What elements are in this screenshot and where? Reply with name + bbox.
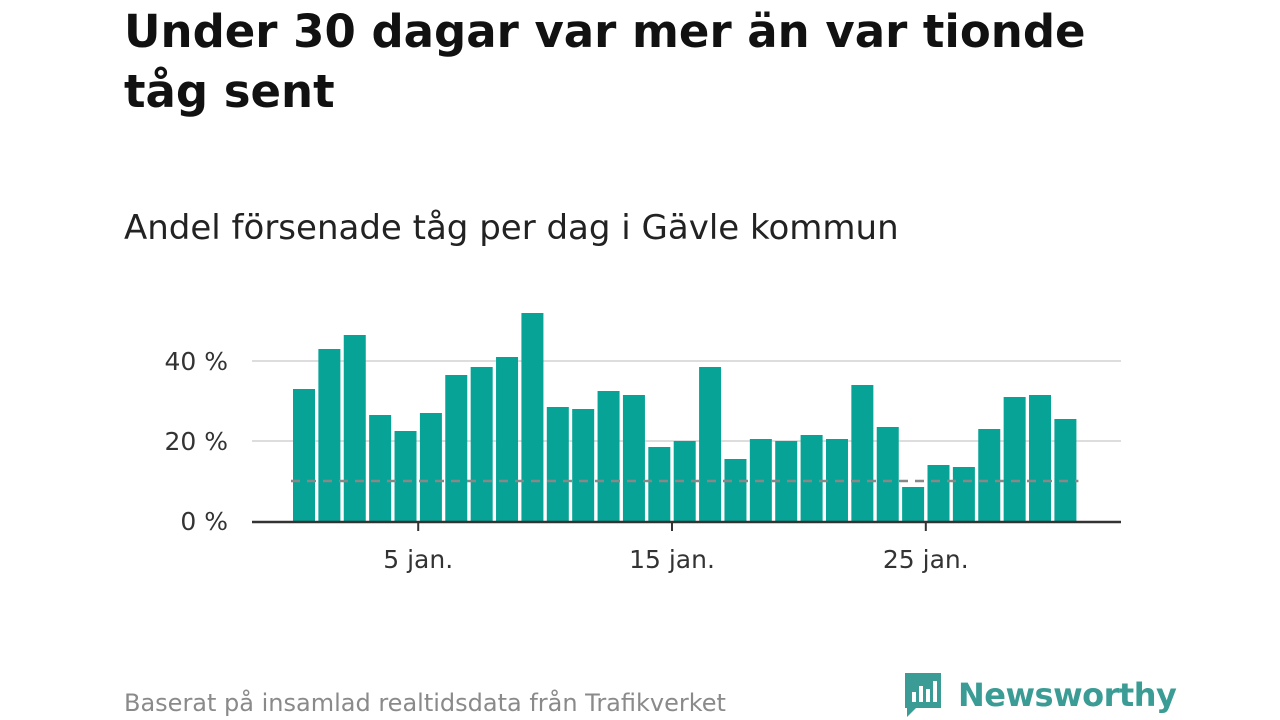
x-tick-label: 15 jan. [629, 545, 715, 574]
bars [293, 313, 1077, 521]
bar [622, 395, 645, 521]
bar [1054, 419, 1077, 521]
chart-subtitle: Andel försenade tåg per dag i Gävle komm… [124, 208, 899, 248]
y-tick-label: 0 % [180, 507, 228, 536]
bar [369, 415, 392, 521]
y-tick-label: 20 % [164, 427, 228, 456]
bar [927, 465, 950, 521]
bar [293, 389, 315, 521]
bar [445, 375, 468, 521]
bar [318, 349, 341, 521]
bar [546, 407, 569, 521]
chart-title: Under 30 dagar var mer än var tionde tåg… [124, 5, 1086, 118]
bar [1029, 395, 1052, 521]
bar-chart-speech-bubble-icon [905, 673, 941, 717]
bar [851, 385, 874, 521]
bar [419, 413, 442, 521]
bar [394, 431, 417, 521]
bar-chart: 0 % 20 % 40 % 5 jan. 15 jan. 25 jan. [164, 313, 1121, 574]
bar [775, 441, 798, 521]
bar [978, 429, 1001, 521]
bar [952, 467, 975, 521]
bar [902, 487, 925, 521]
y-tick-label: 40 % [164, 347, 228, 376]
bar [470, 367, 493, 521]
brand-logo: Newsworthy [902, 670, 1177, 720]
bar [572, 409, 595, 521]
x-tick-label: 5 jan. [383, 545, 453, 574]
bar [496, 357, 519, 521]
source-note: Baserat på insamlad realtidsdata från Tr… [124, 689, 726, 717]
bar [343, 335, 366, 521]
bar [1003, 397, 1026, 521]
bar [597, 391, 620, 521]
bar [521, 313, 544, 521]
bar [673, 441, 696, 521]
x-tick-label: 25 jan. [883, 545, 969, 574]
bar [800, 435, 823, 521]
bar [699, 367, 722, 521]
bar [876, 427, 899, 521]
bar [724, 459, 747, 521]
brand-name: Newsworthy [958, 676, 1177, 714]
axes: 0 % 20 % 40 % 5 jan. 15 jan. 25 jan. [164, 347, 1121, 574]
bar [648, 447, 671, 521]
